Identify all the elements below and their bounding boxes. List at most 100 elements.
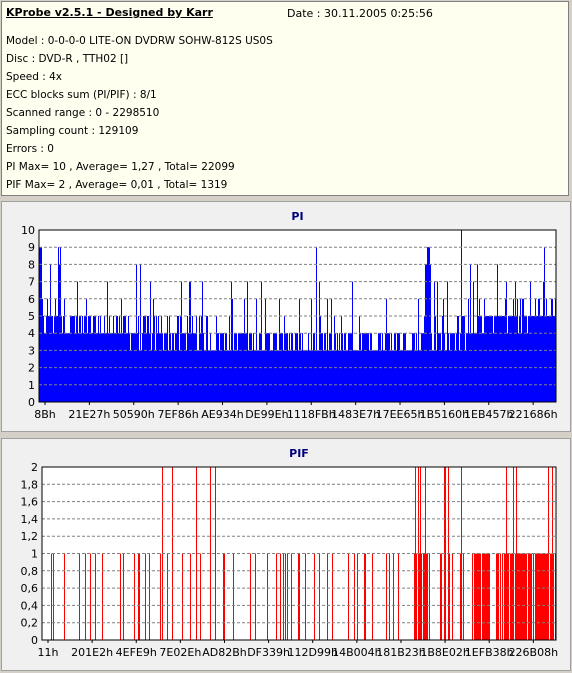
- bar: [387, 333, 388, 402]
- bar: [525, 553, 526, 640]
- bar: [80, 316, 81, 402]
- bar: [314, 553, 315, 640]
- bar: [401, 350, 402, 402]
- info-line-pif-summary: PIF Max= 2 , Average= 0,01 , Total= 1319: [6, 179, 228, 191]
- x-tick-label: AD82Bh: [202, 646, 247, 659]
- bar: [64, 553, 65, 640]
- bar: [482, 553, 483, 640]
- bar: [188, 333, 189, 402]
- bar: [393, 553, 394, 640]
- bar: [364, 553, 365, 640]
- bar: [297, 333, 298, 402]
- bar: [478, 553, 479, 640]
- bar: [229, 316, 230, 402]
- bar: [550, 553, 551, 640]
- bar: [441, 553, 442, 640]
- bar: [553, 553, 554, 640]
- info-line-model: Model : 0-0-0-0 LITE-ON DVDRW SOHW-812S …: [6, 35, 273, 47]
- bar: [157, 333, 158, 402]
- bar: [76, 316, 77, 402]
- app-title: KProbe v2.5.1 - Designed by Karr: [6, 6, 213, 19]
- bar: [268, 333, 269, 402]
- bar: [522, 298, 523, 402]
- bar: [377, 350, 378, 402]
- bar: [207, 316, 208, 402]
- bar: [373, 350, 374, 402]
- bar: [532, 316, 533, 402]
- bar: [435, 316, 436, 402]
- bar: [72, 316, 73, 402]
- x-tick-label: 50590h: [113, 408, 155, 421]
- bar: [160, 553, 161, 640]
- bar: [376, 350, 377, 402]
- bar: [270, 350, 271, 402]
- bar: [317, 350, 318, 402]
- bar: [87, 333, 88, 402]
- bar: [426, 553, 427, 640]
- bar: [57, 316, 58, 402]
- bar: [53, 333, 54, 402]
- bar: [508, 316, 509, 402]
- bar: [516, 467, 517, 640]
- bar: [138, 553, 139, 640]
- bar: [463, 553, 464, 640]
- bar: [74, 316, 75, 402]
- bar: [85, 553, 86, 640]
- bar: [518, 333, 519, 402]
- bar: [167, 553, 168, 640]
- y-tick-label: 1,6: [21, 496, 39, 509]
- bar: [233, 553, 234, 640]
- bar: [523, 298, 524, 402]
- bar: [408, 350, 409, 402]
- bar: [453, 333, 454, 402]
- bar: [358, 350, 359, 402]
- bar: [180, 316, 181, 402]
- bar: [464, 316, 465, 402]
- bar: [112, 333, 113, 402]
- bar: [108, 333, 109, 402]
- bar: [319, 553, 320, 640]
- bar: [144, 316, 145, 402]
- bar: [88, 316, 89, 402]
- bar: [230, 350, 231, 402]
- bar: [48, 316, 49, 402]
- bar: [231, 281, 232, 402]
- bar: [375, 350, 376, 402]
- bar: [119, 316, 120, 402]
- bar: [303, 350, 304, 402]
- bar: [169, 316, 170, 402]
- bar: [486, 316, 487, 402]
- bar: [384, 350, 385, 402]
- bar: [77, 281, 78, 402]
- bar: [100, 316, 101, 402]
- bar: [369, 350, 370, 402]
- bar: [458, 316, 459, 402]
- pif-chart-panel: PIF 0 0,2 0,4 0,6 0,8 1 1,2 1,4 1,6 1,8 2 11h 201E2h 4…: [1, 438, 571, 671]
- bar: [334, 316, 335, 402]
- bar: [496, 553, 497, 640]
- bar: [60, 247, 61, 402]
- x-tick-label: DE99Eh: [245, 408, 288, 421]
- bar: [215, 350, 216, 402]
- bar: [348, 553, 349, 640]
- bar: [457, 316, 458, 402]
- bar: [92, 333, 93, 402]
- bar: [199, 316, 200, 402]
- y-tick-label: 1: [31, 548, 38, 561]
- bar: [102, 333, 103, 402]
- bar: [113, 316, 114, 402]
- bar: [529, 553, 530, 640]
- x-tick-label: 112D99h: [288, 646, 338, 659]
- bar: [481, 316, 482, 402]
- bar: [477, 553, 478, 640]
- bar: [409, 350, 410, 402]
- bar: [486, 553, 487, 640]
- bar: [501, 316, 502, 402]
- y-tick-label: 0,8: [21, 565, 39, 578]
- bar: [198, 350, 199, 402]
- bar: [545, 316, 546, 402]
- bar: [154, 316, 155, 402]
- bar: [546, 553, 547, 640]
- bar: [208, 350, 209, 402]
- bar: [492, 316, 493, 402]
